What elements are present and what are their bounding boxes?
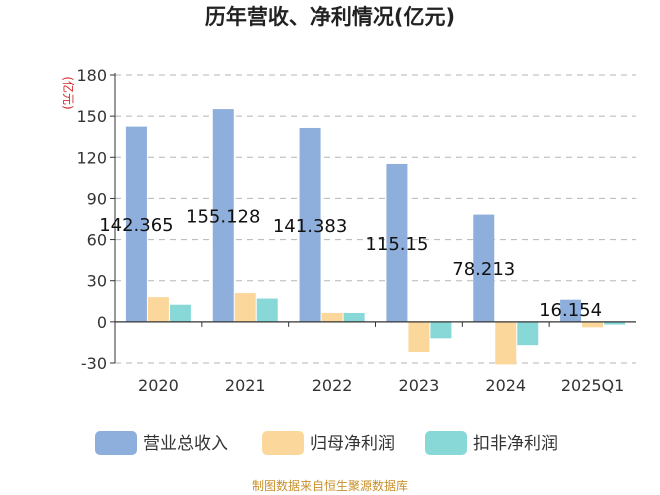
- legend-label: 归母净利润: [310, 434, 395, 454]
- bar-2020-series-0: [125, 126, 147, 322]
- bar-2025Q1-series-0: [560, 299, 582, 322]
- bar-2024-series-0: [473, 214, 495, 322]
- bar-2025Q1-series-2: [604, 321, 626, 325]
- y-tick-label: 0: [97, 313, 107, 332]
- bar-2021-series-1: [234, 293, 256, 322]
- bar-2022-series-1: [321, 312, 343, 322]
- y-tick-label: 180: [76, 66, 107, 85]
- category-label: 2024: [485, 376, 526, 395]
- data-label: 16.154: [539, 300, 602, 321]
- y-tick-label: 30: [87, 272, 107, 291]
- data-label: 141.383: [273, 216, 347, 237]
- bar-2022-series-2: [343, 312, 365, 322]
- legend: 营业总收入 归母净利润 扣非净利润: [95, 431, 558, 455]
- legend-swatch: [95, 431, 137, 455]
- bar-2024-series-2: [517, 321, 539, 346]
- category-label: 2021: [225, 376, 266, 395]
- legend-swatch: [425, 431, 467, 455]
- source-note: 制图数据来自恒生聚源数据库: [252, 478, 408, 493]
- category-label: 2022: [312, 376, 353, 395]
- category-label: 2025Q1: [561, 376, 625, 395]
- legend-label: 营业总收入: [143, 434, 228, 454]
- bar-2020-series-1: [147, 297, 169, 322]
- chart-title: 历年营收、净利情况(亿元): [205, 5, 455, 29]
- data-label: 78.213: [452, 259, 515, 280]
- category-label: 2023: [399, 376, 440, 395]
- bar-2023-series-0: [386, 163, 408, 322]
- y-axis-unit-label: (亿元): [61, 76, 76, 109]
- legend-swatch: [262, 431, 304, 455]
- bar-2022-series-0: [299, 127, 321, 322]
- data-label: 115.15: [365, 234, 428, 255]
- bars: [125, 109, 626, 365]
- y-tick-label: 60: [87, 231, 107, 250]
- y-tick-label: 90: [87, 189, 107, 208]
- bar-2021-series-2: [256, 298, 278, 322]
- data-label: 142.365: [99, 215, 173, 236]
- bar-2020-series-2: [169, 304, 191, 322]
- bar-2025Q1-series-1: [582, 321, 604, 328]
- data-labels: 142.365 155.128 141.383 115.15 78.213 16.154: [99, 206, 602, 320]
- grid-lines: [115, 74, 636, 364]
- bar-2023-series-1: [408, 321, 430, 353]
- y-axis-ticks: -30 0 30 60 90 120 150 180: [76, 66, 115, 373]
- y-tick-label: 150: [76, 107, 107, 126]
- bar-2023-series-2: [430, 321, 452, 339]
- axes: [114, 73, 636, 363]
- bar-2021-series-0: [212, 109, 234, 322]
- y-tick-label: -30: [81, 354, 107, 373]
- bar-2024-series-1: [495, 321, 517, 365]
- legend-label: 扣非净利润: [473, 434, 558, 454]
- data-label: 155.128: [186, 206, 260, 227]
- x-axis-categories: 2020 2021 2022 2023 2024 2025Q1: [138, 376, 624, 395]
- category-label: 2020: [138, 376, 179, 395]
- y-tick-label: 120: [76, 148, 107, 167]
